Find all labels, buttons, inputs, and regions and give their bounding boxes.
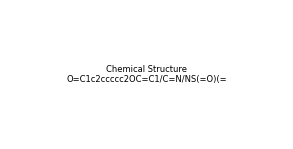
Text: Chemical Structure
O=C1c2ccccc2OC=C1/C=N/NS(=O)(=: Chemical Structure O=C1c2ccccc2OC=C1/C=N… [66, 65, 227, 84]
